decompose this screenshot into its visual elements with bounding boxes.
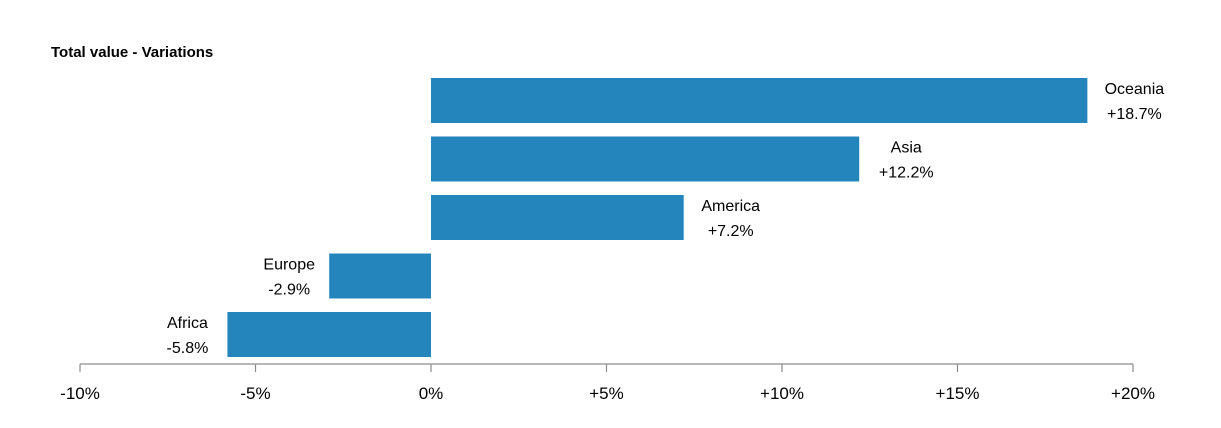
- bar-africa: [227, 312, 431, 357]
- value-label-oceania: +18.7%: [1107, 106, 1162, 123]
- bar-asia: [431, 136, 860, 182]
- x-tick-label: +5%: [589, 384, 624, 403]
- bars-layer: [227, 78, 1088, 357]
- x-tick-label: -10%: [60, 384, 100, 403]
- bar-america: [431, 195, 684, 240]
- value-label-asia: +12.2%: [879, 165, 934, 182]
- bar-label-america: America: [701, 198, 760, 215]
- x-tick-label: +20%: [1111, 384, 1155, 403]
- bar-labels-layer: Oceania +18.7% Asia +12.2% America +7.2% Europ…: [167, 81, 1165, 357]
- value-label-america: +7.2%: [708, 223, 754, 240]
- value-label-europe: -2.9%: [268, 282, 310, 299]
- bar-label-asia: Asia: [891, 140, 922, 157]
- bar-label-oceania: Oceania: [1105, 81, 1165, 98]
- x-tick-label: 0%: [419, 384, 444, 403]
- x-tick-label: +10%: [760, 384, 804, 403]
- value-label-africa: -5.8%: [167, 340, 209, 357]
- bar-europe: [329, 253, 431, 299]
- chart-title: Total value - Variations: [51, 44, 214, 61]
- x-tick-label: -5%: [240, 384, 270, 403]
- bar-label-africa: Africa: [167, 315, 208, 332]
- bar-oceania: [431, 78, 1088, 123]
- x-axis: -10% -5% 0% +5% +10% +15% +20%: [60, 363, 1155, 403]
- x-tick-label: +15%: [936, 384, 980, 403]
- bar-label-europe: Europe: [263, 257, 315, 274]
